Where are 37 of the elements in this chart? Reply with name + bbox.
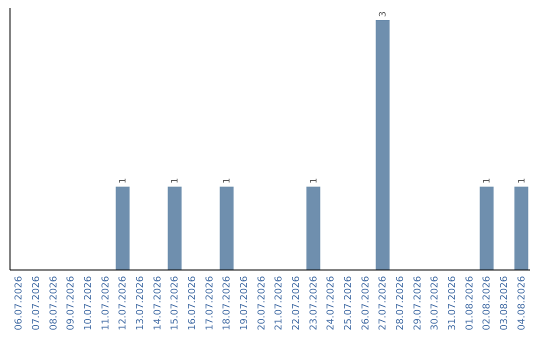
x-tick-label: 17.07.2026 xyxy=(204,276,216,330)
x-tick-label: 31.07.2026 xyxy=(447,276,458,330)
x-tick-label: 07.07.2026 xyxy=(31,276,42,330)
x-tick-label: 08.07.2026 xyxy=(48,276,60,330)
x-tick-label: 15.07.2026 xyxy=(170,276,181,330)
x-tick-label: 20.07.2026 xyxy=(256,276,268,330)
data-label: 1 xyxy=(309,178,320,184)
x-tick-label: 18.07.2026 xyxy=(222,276,233,330)
x-tick-label: 21.07.2026 xyxy=(274,276,285,330)
x-tick-label: 09.07.2026 xyxy=(66,276,77,330)
data-label: 1 xyxy=(222,178,233,184)
x-tick-label: 26.07.2026 xyxy=(360,276,372,330)
x-tick-label: 01.08.2026 xyxy=(464,276,476,330)
data-label: 1 xyxy=(482,178,493,184)
x-tick-label: 22.07.2026 xyxy=(291,276,302,330)
data-label: 3 xyxy=(378,11,389,17)
x-tick-label: 25.07.2026 xyxy=(343,276,354,330)
x-tick-label: 27.07.2026 xyxy=(378,276,389,330)
x-tick-label: 24.07.2026 xyxy=(326,276,337,330)
x-tick-label: 16.07.2026 xyxy=(187,276,198,330)
x-tick-label: 14.07.2026 xyxy=(152,276,164,330)
x-tick-label: 06.07.2026 xyxy=(14,276,25,330)
x-tick-label: 30.07.2026 xyxy=(430,276,441,330)
x-tick-label: 12.07.2026 xyxy=(118,276,129,330)
data-label: 1 xyxy=(517,178,528,184)
x-tick-label: 28.07.2026 xyxy=(395,276,406,330)
x-tick-label: 23.07.2026 xyxy=(308,276,320,330)
data-label: 1 xyxy=(118,178,129,184)
x-tick-label: 13.07.2026 xyxy=(135,276,146,330)
x-tick-label: 29.07.2026 xyxy=(412,276,424,330)
x-tick-label: 04.08.2026 xyxy=(516,276,528,330)
x-tick-label: 03.08.2026 xyxy=(499,276,510,330)
x-tick-label: 02.08.2026 xyxy=(482,276,493,330)
x-tick-label: 11.07.2026 xyxy=(100,276,112,330)
x-tick-label: 19.07.2026 xyxy=(239,276,250,330)
data-label: 1 xyxy=(170,178,181,184)
x-tick-label: 10.07.2026 xyxy=(83,276,94,330)
